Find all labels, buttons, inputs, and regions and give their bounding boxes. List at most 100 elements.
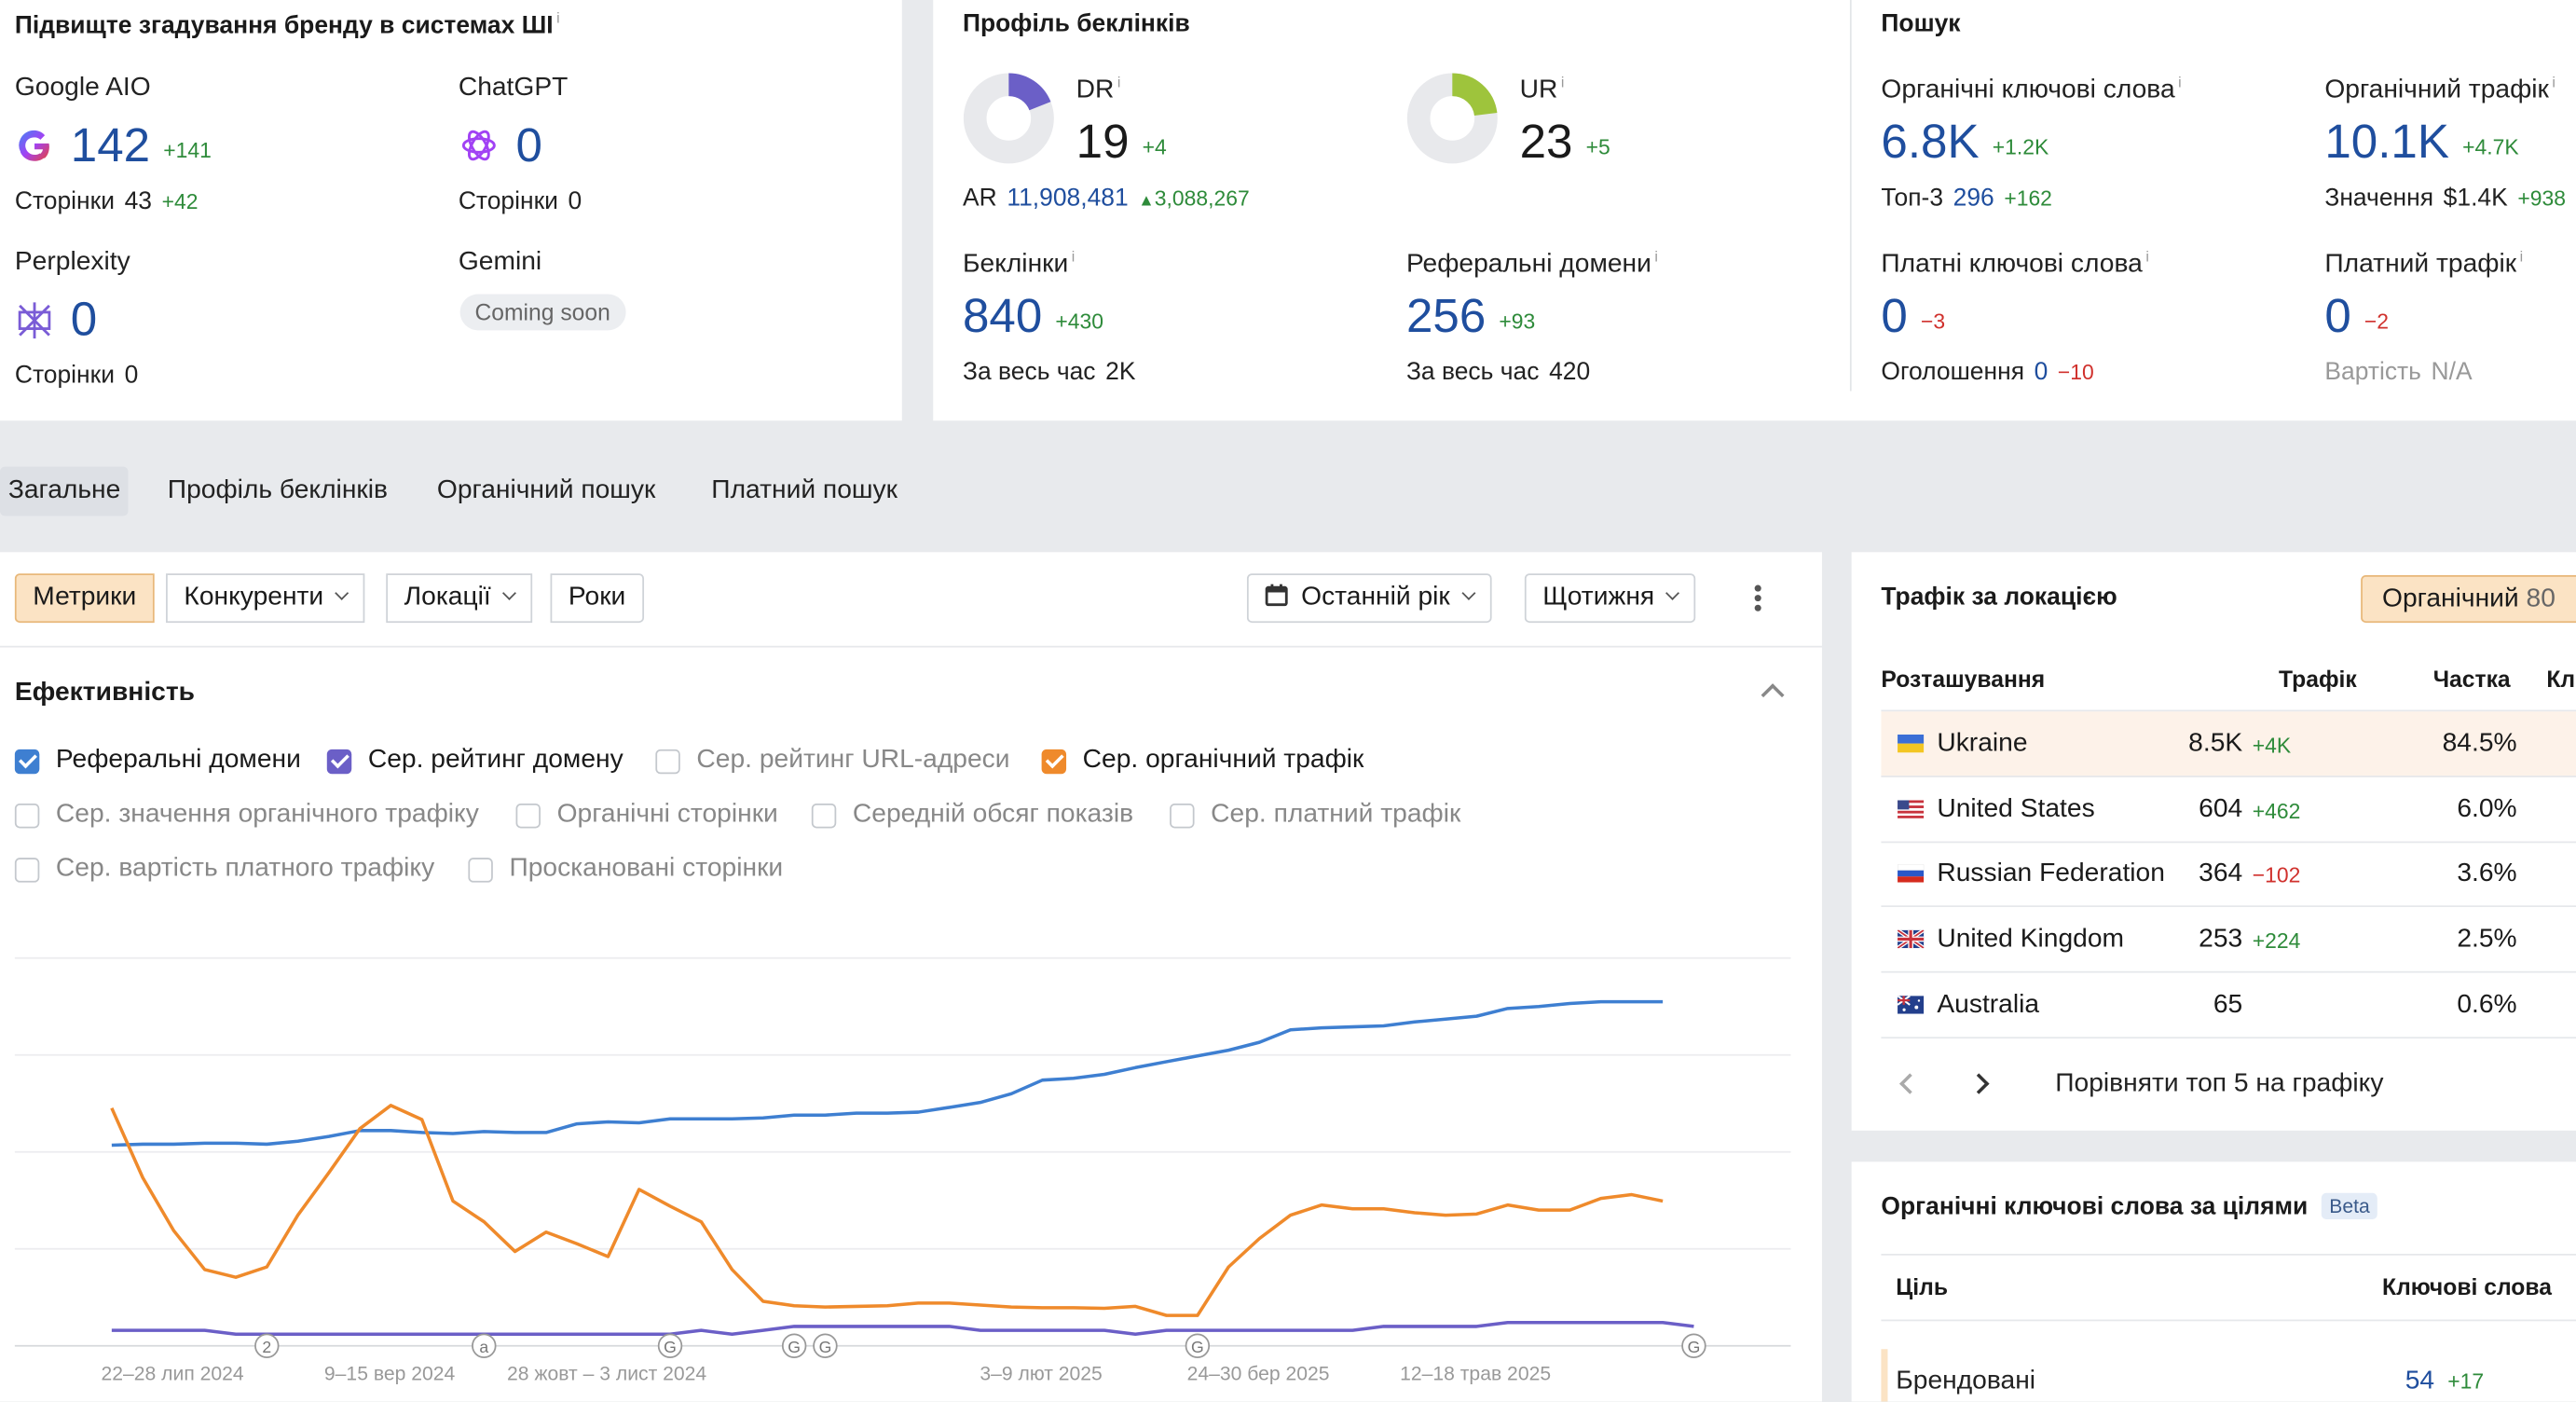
segment-competitors[interactable]: Конкуренти (166, 573, 365, 624)
segment-years[interactable]: Роки (550, 573, 644, 624)
series-line[interactable] (111, 999, 1664, 1148)
intent-branded-label: Брендовані (1896, 1367, 2036, 1395)
col-location[interactable]: Розташування (1881, 665, 2046, 693)
ur-value[interactable]: 23 +5 (1519, 117, 1610, 170)
checkbox-empty-icon[interactable] (811, 803, 837, 828)
intent-row-marker (1881, 1349, 1888, 1402)
location-country[interactable]: United Kingdom (1937, 925, 2125, 954)
flag-us-icon (1898, 799, 1925, 818)
annotation-marker[interactable]: G (1185, 1333, 1211, 1358)
paid-tr-value[interactable]: 0 −2 (2324, 291, 2390, 344)
series-line[interactable] (110, 1104, 1664, 1317)
annotation-marker[interactable]: G (813, 1333, 838, 1358)
col-traffic[interactable]: Трафік (2279, 665, 2357, 693)
tab-backlinks[interactable]: Профіль беклінків (167, 476, 388, 505)
checkbox-empty-icon[interactable] (1170, 803, 1195, 828)
col-intent-keywords[interactable]: Ключові слова (2382, 1273, 2552, 1300)
metric-checkbox[interactable]: Сер. рейтинг домену (326, 746, 623, 776)
card-divider (1849, 0, 1852, 392)
annotation-marker[interactable]: a (472, 1333, 497, 1358)
intent-card (1851, 1161, 2576, 1402)
svg-text:G: G (664, 1338, 677, 1356)
org-kw-label: Органічні ключові слова i (1881, 74, 2182, 104)
info-icon[interactable]: i (556, 9, 560, 27)
metric-checkbox[interactable]: Реферальні домени (14, 746, 301, 776)
location-traffic: 364 (2199, 859, 2243, 888)
interval-dropdown[interactable]: Щотижня (1524, 573, 1696, 624)
metric-checkbox[interactable]: Проскановані сторінки (468, 855, 783, 885)
table-row[interactable]: Ukraine 8.5K +4K 84.5% (1881, 711, 2576, 777)
table-row[interactable]: Russian Federation 364 −102 3.6% (1881, 842, 2576, 908)
org-tr-value[interactable]: 10.1K +4.7K (2324, 117, 2519, 170)
google-aio-value[interactable]: 142 +141 (70, 119, 212, 173)
col-keywords[interactable]: Кл (2546, 665, 2576, 693)
flag-gb-icon (1898, 929, 1925, 949)
col-intent[interactable]: Ціль (1896, 1273, 1949, 1300)
metric-checkbox-label: Сер. платний трафік (1211, 800, 1461, 829)
dr-donut (963, 73, 1054, 164)
org-kw-value[interactable]: 6.8K +1.2K (1881, 117, 2049, 170)
checkbox-empty-icon[interactable] (468, 857, 493, 882)
checkbox-checked-icon[interactable] (326, 748, 352, 774)
svg-text:G: G (788, 1338, 801, 1356)
checkbox-empty-icon[interactable] (14, 857, 40, 882)
location-share: 2.5% (2457, 925, 2517, 954)
checkbox-empty-icon[interactable] (655, 748, 680, 774)
intent-header-divider (1881, 1319, 2576, 1322)
x-tick-label: 3–9 лют 2025 (980, 1364, 1102, 1385)
google-aio-label: Google AIO (14, 74, 151, 103)
metric-checkbox[interactable]: Органічні сторінки (515, 800, 778, 830)
annotation-marker[interactable]: G (781, 1333, 807, 1358)
series-line[interactable] (111, 1320, 1694, 1336)
compare-top5-link[interactable]: Порівняти топ 5 на графіку (2055, 1069, 2384, 1098)
metric-checkbox-label: Сер. вартість платного трафіку (55, 854, 435, 883)
metric-checkbox[interactable]: Сер. рейтинг URL-адреси (655, 746, 1010, 776)
organic-badge[interactable]: Органічний 80 (2361, 574, 2576, 624)
metric-checkbox[interactable]: Сер. платний трафік (1170, 800, 1460, 830)
col-share[interactable]: Частка (2432, 665, 2511, 693)
tab-paid[interactable]: Платний пошук (711, 476, 897, 505)
dr-value[interactable]: 19 +4 (1076, 117, 1167, 170)
more-menu-icon[interactable] (1745, 582, 1771, 614)
metric-checkbox[interactable]: Сер. значення органічного трафіку (14, 800, 479, 830)
perplexity-value[interactable]: 0 (70, 294, 98, 347)
backlinks-value[interactable]: 840 +430 (963, 291, 1104, 344)
annotation-marker[interactable]: G (657, 1333, 683, 1358)
tab-overview[interactable]: Загальне (0, 466, 130, 516)
refdomains-value[interactable]: 256 +93 (1405, 291, 1536, 344)
period-dropdown[interactable]: Останній рік (1246, 573, 1491, 624)
table-row[interactable]: Australia 65 0.6% (1881, 972, 2576, 1038)
table-row[interactable]: United States 604 +462 6.0% (1881, 777, 2576, 843)
chatgpt-pages: Сторінки 0 (458, 186, 582, 215)
metric-checkbox[interactable]: Середній обсяг показів (811, 800, 1133, 830)
checkbox-checked-icon[interactable] (1041, 748, 1067, 774)
location-country[interactable]: United States (1937, 794, 2095, 823)
search-title: Пошук (1881, 9, 1961, 38)
annotation-marker[interactable]: 2 (254, 1333, 280, 1358)
table-row[interactable]: United Kingdom 253 +224 2.5% (1881, 907, 2576, 973)
metric-checkbox[interactable]: Сер. вартість платного трафіку (14, 854, 435, 885)
svg-text:G: G (1191, 1338, 1204, 1356)
metric-checkbox[interactable]: Сер. органічний трафік (1041, 746, 1363, 776)
chatgpt-value[interactable]: 0 (515, 119, 542, 173)
backlinks-label: Беклінки i (963, 248, 1076, 279)
annotation-marker[interactable]: G (1681, 1333, 1706, 1358)
checkbox-checked-icon[interactable] (14, 748, 40, 774)
chart-series (110, 999, 1694, 1336)
toolbar-divider (0, 645, 1822, 648)
checkbox-empty-icon[interactable] (515, 803, 541, 828)
google-aio-pages: Сторінки 43 +42 (14, 186, 199, 215)
location-country[interactable]: Ukraine (1937, 729, 2028, 758)
segment-metrics[interactable]: Метрики (14, 573, 155, 624)
intent-branded-value[interactable]: 54 +17 (2405, 1367, 2485, 1395)
metric-checkbox-label: Сер. рейтинг URL-адреси (696, 746, 1010, 775)
segment-locations[interactable]: Локації (386, 573, 532, 624)
location-country[interactable]: Russian Federation (1937, 859, 2165, 888)
paid-kw-value[interactable]: 0 −3 (1881, 291, 1946, 344)
checkbox-empty-icon[interactable] (14, 803, 40, 828)
location-country[interactable]: Australia (1937, 990, 2040, 1019)
location-share: 6.0% (2457, 794, 2517, 823)
tab-organic[interactable]: Органічний пошук (436, 476, 656, 505)
